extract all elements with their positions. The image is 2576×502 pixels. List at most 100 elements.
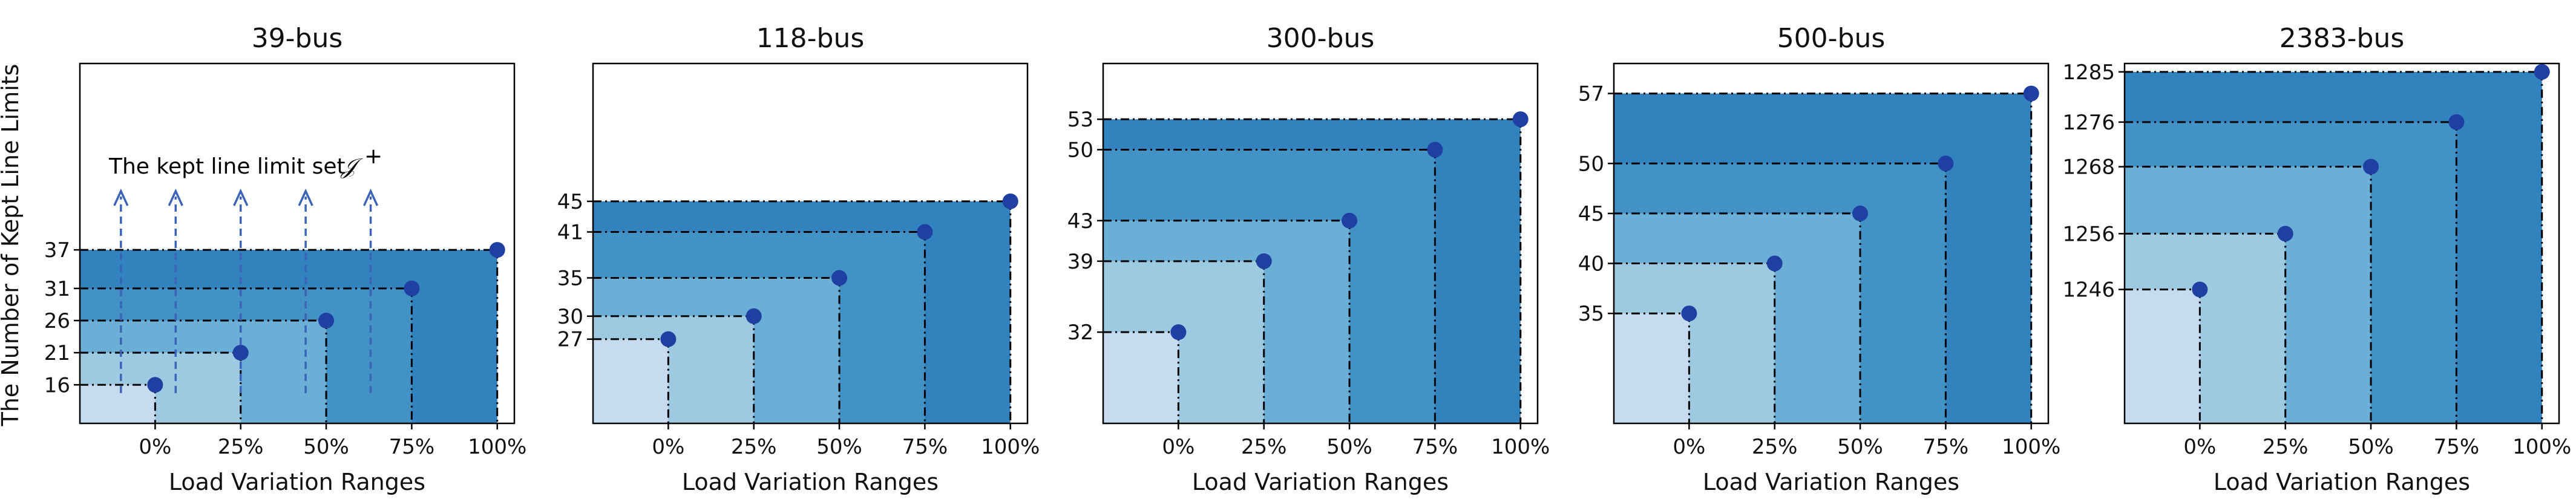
annotation-symbol: 𝒥 <box>340 154 364 179</box>
plot-frame <box>1613 62 2050 425</box>
x-tick-label: 75% <box>1412 435 1458 459</box>
plot-frame <box>2123 62 2560 425</box>
x-tick-label: 100% <box>1491 435 1550 459</box>
data-point <box>2448 114 2465 130</box>
data-point <box>404 280 420 296</box>
data-point <box>1512 111 1529 128</box>
y-tick-label: 40 <box>1578 252 1604 276</box>
annotation-text: The kept line limit set <box>108 154 346 179</box>
y-tick-label: 39 <box>1067 250 1093 274</box>
y-axis-label: The Number of Kept Line Limits <box>0 64 24 427</box>
x-tick-label: 50% <box>2348 435 2394 459</box>
y-tick-label: 26 <box>44 309 70 333</box>
plot-frame <box>79 62 516 425</box>
y-tick-label: 31 <box>44 277 70 301</box>
x-tick-label: 100% <box>2512 435 2571 459</box>
x-tick-label: 25% <box>1241 435 1287 459</box>
y-tick-label: 45 <box>1578 202 1604 226</box>
data-point <box>2023 85 2039 102</box>
x-tick-label: 25% <box>218 435 264 459</box>
data-point <box>1427 142 1443 158</box>
y-tick-label: 27 <box>557 328 583 352</box>
data-point <box>489 242 505 258</box>
y-tick-label: 50 <box>1067 138 1093 162</box>
area-level-0pct <box>1103 332 1179 423</box>
x-tick-label: 0% <box>652 435 684 459</box>
chart-title: 300-bus <box>1267 23 1375 54</box>
chart-panel-3: 300-bus 32 39 43 50 53 0% 25% 50% 75% 100% Load Var… <box>1067 23 1550 495</box>
data-point <box>746 308 762 324</box>
x-tick-label: 0% <box>1673 435 1705 459</box>
chart-panel-5: 2383-bus 1246 1256 1268 1276 1285 0% 25% 50% 75% 1… <box>2062 23 2571 495</box>
x-axis-label: Load Variation Ranges <box>682 469 939 495</box>
y-tick-label: 50 <box>1578 152 1604 176</box>
chart-title: 39-bus <box>252 23 343 54</box>
y-tick-label: 1256 <box>2062 222 2115 246</box>
chart-title: 118-bus <box>756 23 865 54</box>
x-tick-label: 100% <box>468 435 526 459</box>
area-level-0pct <box>80 385 156 423</box>
y-tick-label: 32 <box>1067 321 1093 345</box>
data-point <box>1681 305 1697 322</box>
area-level-0pct <box>2125 289 2200 423</box>
area-level-0pct <box>1614 313 1689 423</box>
arrow-head-icon <box>113 188 129 206</box>
data-point <box>1766 255 1783 272</box>
y-tick-label: 1268 <box>2062 155 2115 180</box>
y-tick-label: 53 <box>1067 108 1093 132</box>
data-point <box>1002 193 1018 209</box>
y-tick-label: 45 <box>557 190 583 214</box>
x-tick-label: 75% <box>1923 435 1969 459</box>
data-point <box>1256 253 1272 269</box>
y-tick-label: 37 <box>44 238 70 262</box>
chart-panel-4: 500-bus 35 40 45 50 57 0% 25% 50% 75% 100% Load Var… <box>1578 23 2061 495</box>
x-tick-label: 50% <box>1837 435 1883 459</box>
x-tick-label: 0% <box>2183 435 2216 459</box>
arrow-head-icon <box>233 188 249 206</box>
x-tick-label: 75% <box>902 435 948 459</box>
y-tick-label: 16 <box>44 373 70 397</box>
x-tick-label: 100% <box>2002 435 2060 459</box>
x-tick-label: 50% <box>816 435 862 459</box>
y-tick-label: 35 <box>557 266 583 290</box>
data-point <box>147 377 163 393</box>
data-point <box>1342 212 1358 229</box>
x-tick-label: 75% <box>2434 435 2480 459</box>
x-tick-label: 25% <box>731 435 777 459</box>
x-axis-label: Load Variation Ranges <box>1703 469 1959 495</box>
x-tick-label: 75% <box>389 435 435 459</box>
y-tick-label: 1246 <box>2062 278 2115 302</box>
x-tick-label: 50% <box>1326 435 1372 459</box>
x-tick-label: 25% <box>1752 435 1798 459</box>
arrow-head-icon <box>168 188 183 206</box>
y-tick-label: 35 <box>1578 302 1604 326</box>
y-tick-label: 21 <box>44 341 70 365</box>
data-point <box>2534 64 2550 80</box>
x-tick-label: 0% <box>139 435 171 459</box>
data-point <box>2192 281 2208 298</box>
chart-title: 500-bus <box>1777 23 1886 54</box>
chart-title: 2383-bus <box>2279 23 2405 54</box>
data-point <box>831 270 848 286</box>
x-tick-label: 100% <box>981 435 1040 459</box>
y-tick-label: 43 <box>1067 209 1093 233</box>
plot-frame <box>592 62 1029 425</box>
plot-frame <box>1102 62 1539 425</box>
y-tick-label: 57 <box>1578 82 1604 106</box>
data-point <box>2277 226 2293 242</box>
x-axis-label: Load Variation Ranges <box>169 469 425 495</box>
x-tick-label: 50% <box>303 435 349 459</box>
data-point <box>1170 324 1187 341</box>
x-tick-label: 25% <box>2263 435 2309 459</box>
y-tick-label: 41 <box>557 221 583 245</box>
y-tick-label: 1285 <box>2062 60 2115 85</box>
area-level-0pct <box>593 339 669 423</box>
arrow-head-icon <box>298 188 313 206</box>
data-point <box>1852 205 1869 221</box>
data-point <box>2363 158 2379 175</box>
x-axis-label: Load Variation Ranges <box>1192 469 1449 495</box>
arrow-head-icon <box>362 188 379 206</box>
